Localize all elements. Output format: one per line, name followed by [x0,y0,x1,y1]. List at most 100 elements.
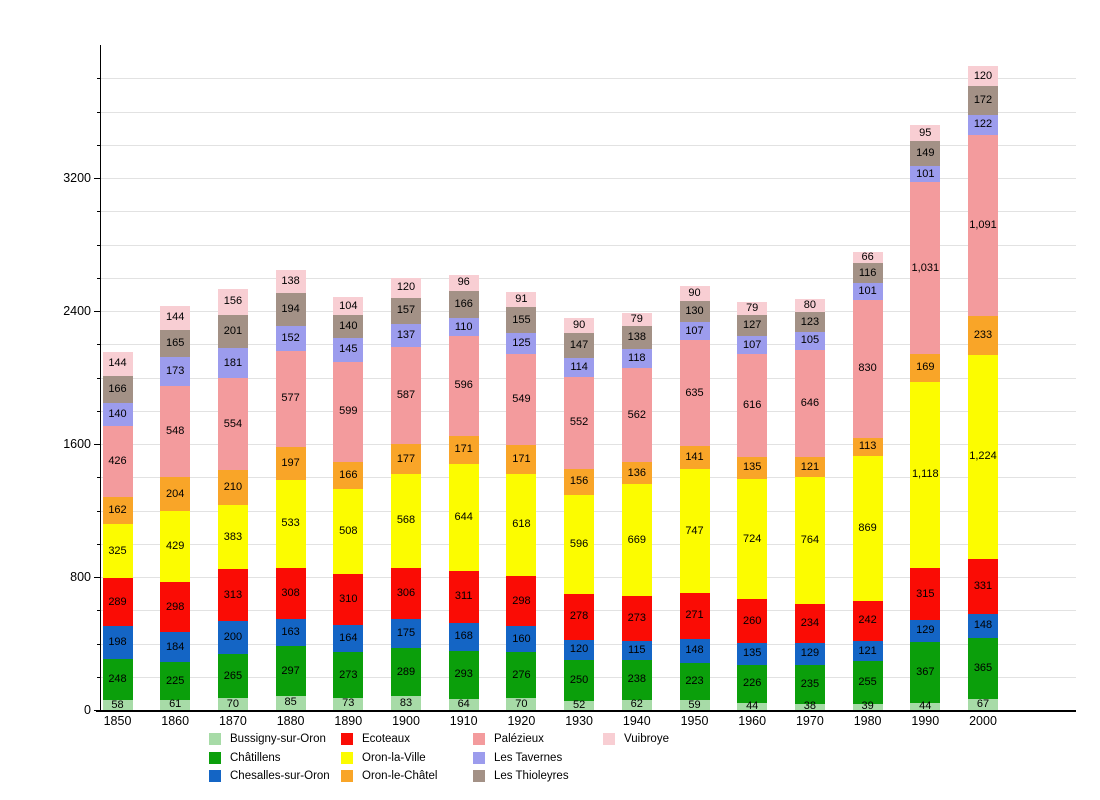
bar-segment: 156 [564,468,595,495]
bar-value-label: 198 [108,636,127,649]
bar-value-label: 80 [803,298,817,311]
bar-segment: 562 [621,368,652,462]
bar-segment: 39 [852,700,883,713]
bar-segment: 107 [737,336,768,355]
bar-segment: 52 [564,700,595,711]
bar-segment: 79 [737,302,768,316]
bar-segment: 198 [102,626,133,660]
bar-segment: 96 [448,274,479,291]
y-tick-label: 800 [70,570,91,584]
bar-segment: 194 [275,293,306,326]
y-minor-tick [97,377,101,379]
y-axis [99,45,101,710]
bar-segment: 120 [564,639,595,660]
bar-segment: 83 [391,696,421,710]
bar-value-label: 129 [916,624,935,637]
bar-segment: 173 [160,357,191,386]
bar-value-label: 210 [223,481,243,494]
bar-value-label: 549 [512,393,531,406]
bar-value-label: 172 [973,93,993,106]
bar-value-label: 311 [454,590,473,603]
bar-value-label: 171 [454,443,473,456]
bar-segment: 830 [852,299,883,438]
bar-segment: 90 [679,285,710,301]
bar-segment: 155 [506,307,537,334]
bar-segment: 184 [160,631,191,663]
bar-segment: 130 [679,300,710,323]
gridline [101,144,1076,146]
legend-swatch [209,751,221,764]
bar-value-label: 429 [166,540,185,553]
bar-segment: 91 [506,292,537,308]
bar-value-label: 310 [339,592,358,605]
bar-value-label: 61 [169,698,182,711]
x-tick-label: 1950 [680,714,709,728]
bar-value-label: 197 [281,456,300,469]
legend-swatch [473,751,485,764]
legend-swatch [603,733,615,745]
bar-segment: 618 [506,473,537,577]
y-major-tick [94,577,101,578]
bar-value-label: 70 [515,697,528,710]
bar-value-label: 152 [281,331,300,344]
legend-swatch [473,733,485,745]
bar-segment: 67 [968,698,998,710]
bar-segment: 669 [621,484,652,596]
bar-segment: 61 [160,698,191,711]
bar-value-label: 234 [800,617,820,630]
bar-value-label: 38 [803,700,817,713]
bar-segment: 118 [621,348,652,369]
bar-value-label: 127 [743,319,762,332]
bar-value-label: 166 [339,468,358,481]
bar-value-label: 73 [342,697,355,710]
bar-value-label: 238 [627,673,646,686]
bar-value-label: 596 [569,537,589,550]
bar-segment: 120 [968,66,998,87]
bar-value-label: 107 [743,338,762,351]
bar-segment: 310 [333,573,364,626]
bar-value-label: 59 [688,698,701,711]
bar-segment: 171 [448,435,479,464]
bar-value-label: 308 [281,587,300,600]
bar-value-label: 168 [454,630,473,643]
bar-segment: 73 [333,697,364,710]
bar-value-label: 616 [743,398,762,411]
bar-segment: 135 [737,642,768,666]
legend-swatch [341,770,353,782]
bar-value-label: 169 [916,361,935,374]
bar-value-label: 1,091 [969,219,997,232]
bar-segment: 577 [275,350,306,447]
y-minor-tick [97,410,101,412]
bar-segment: 169 [910,353,941,382]
bar-value-label: 508 [339,524,358,537]
bar-value-label: 552 [569,416,589,429]
bar-segment: 149 [910,140,941,166]
bar-value-label: 116 [858,266,877,279]
bar-value-label: 869 [858,522,877,535]
bar-segment: 552 [564,376,595,469]
legend-swatch [473,770,485,782]
bar-value-label: 155 [512,313,531,326]
bar-segment: 255 [852,661,883,704]
bar-segment: 367 [910,641,941,703]
bar-value-label: 144 [166,311,185,324]
x-tick-label: 1890 [334,714,363,728]
x-tick-label: 1980 [853,714,882,728]
x-tick-label: 1870 [218,714,247,728]
bar-segment: 508 [333,489,364,574]
bar-value-label: 194 [281,303,300,315]
bar-value-label: 265 [223,669,243,682]
bar-value-label: 39 [861,700,874,713]
bar-segment: 1,118 [910,381,941,568]
bar-segment: 298 [160,582,191,632]
bar-value-label: 79 [630,312,643,325]
bar-value-label: 113 [858,440,877,453]
bar-value-label: 147 [569,339,589,352]
bar-value-label: 225 [166,674,185,687]
bar-segment: 90 [564,318,595,334]
bar-value-label: 122 [973,118,993,131]
bar-value-label: 226 [743,677,762,690]
bar-value-label: 587 [396,389,416,402]
bar-value-label: 118 [628,352,646,365]
